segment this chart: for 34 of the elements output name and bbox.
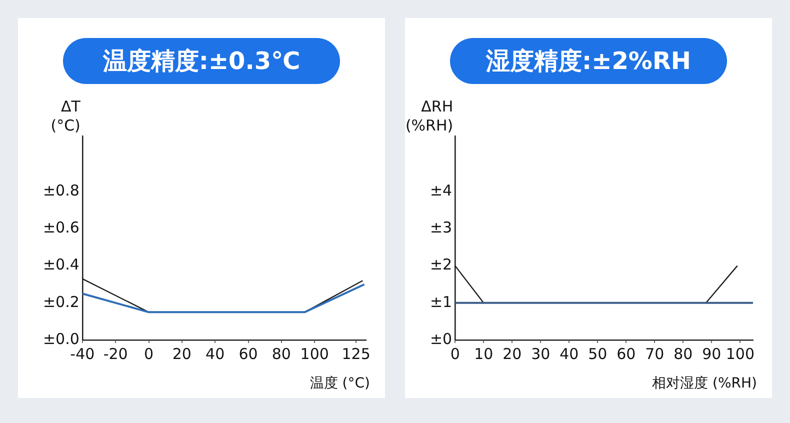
y-tick-label: ±0 [430, 330, 452, 348]
y-tick-label: ±2 [430, 256, 452, 274]
y-axis-title: ΔRH (%RH) [405, 97, 454, 134]
x-tick-label: 125 [342, 344, 370, 363]
x-tick-label: 0 [450, 344, 460, 363]
x-tick-label: 80 [674, 344, 693, 363]
x-tick-label: 10 [474, 344, 494, 363]
x-axis-title: 相对湿度 (%RH) [652, 376, 757, 392]
x-tick-label: 20 [502, 344, 522, 363]
y-tick-label: ±3 [430, 218, 452, 237]
x-tick-label: 80 [272, 344, 291, 363]
y-tick-label: ±0.8 [42, 182, 80, 200]
x-tick-label: 40 [206, 344, 225, 363]
x-tick-label: 50 [588, 344, 608, 363]
chart-title: 湿度精度:±2%RH [450, 38, 727, 84]
x-tick-label: 40 [560, 344, 579, 363]
x-tick-label: 100 [726, 344, 754, 363]
x-tick-label: 100 [300, 344, 329, 363]
y-axis-title: ΔT (°C) [50, 97, 82, 134]
x-tick-label: 0 [144, 344, 154, 363]
x-tick-label: 20 [172, 344, 192, 363]
x-tick-label: 60 [616, 344, 636, 363]
x-tick-label: 70 [645, 344, 664, 363]
y-tick-label: ±0.4 [42, 256, 80, 274]
x-tick-label: 90 [702, 344, 722, 363]
x-tick-label: 60 [238, 344, 258, 363]
x-tick-label: -20 [103, 344, 128, 363]
y-tick-label: ±1 [430, 292, 452, 311]
y-tick-label: ±4 [430, 182, 452, 200]
y-tick-label: ±0.6 [42, 218, 80, 237]
x-tick-label: 30 [531, 344, 550, 363]
chart-title: 温度精度:±0.3℃ [63, 38, 340, 84]
x-axis-title: 温度 (°C) [310, 376, 370, 392]
y-tick-label: ±0.2 [42, 292, 80, 311]
